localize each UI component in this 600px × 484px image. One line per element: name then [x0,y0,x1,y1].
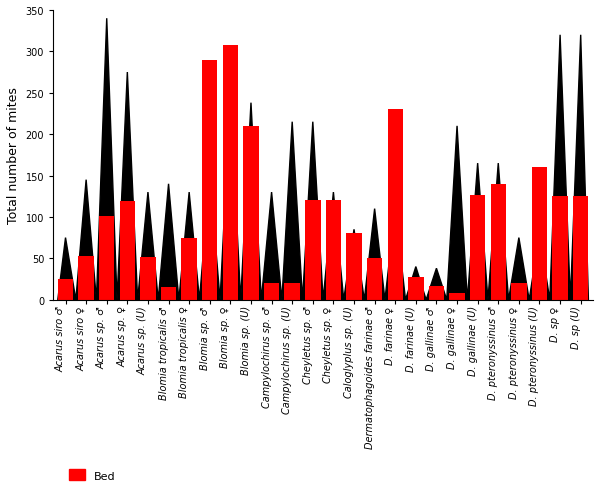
Bar [553,197,568,300]
Bar [388,110,403,300]
Bar [429,286,444,300]
Bar [511,284,527,300]
Bar [119,202,135,300]
Bar [573,197,589,300]
Bar [532,168,547,300]
Bar [326,201,341,300]
Bar [243,127,259,300]
Bar [161,287,176,300]
Y-axis label: Total number of mites: Total number of mites [7,87,20,224]
Bar [140,257,155,300]
Bar [346,234,362,300]
Bar [181,238,197,300]
Bar [470,195,485,300]
Bar [408,278,424,300]
Bar [449,293,465,300]
Bar [223,45,238,300]
Bar [202,60,217,300]
Bar [491,184,506,300]
Legend: Bed, Floor: Bed, Floor [64,465,126,484]
Bar [284,284,300,300]
Bar [264,284,280,300]
Bar [79,257,94,300]
Bar [305,201,320,300]
Polygon shape [58,19,589,300]
Bar [58,279,73,300]
Bar [99,217,115,300]
Bar [367,259,382,300]
